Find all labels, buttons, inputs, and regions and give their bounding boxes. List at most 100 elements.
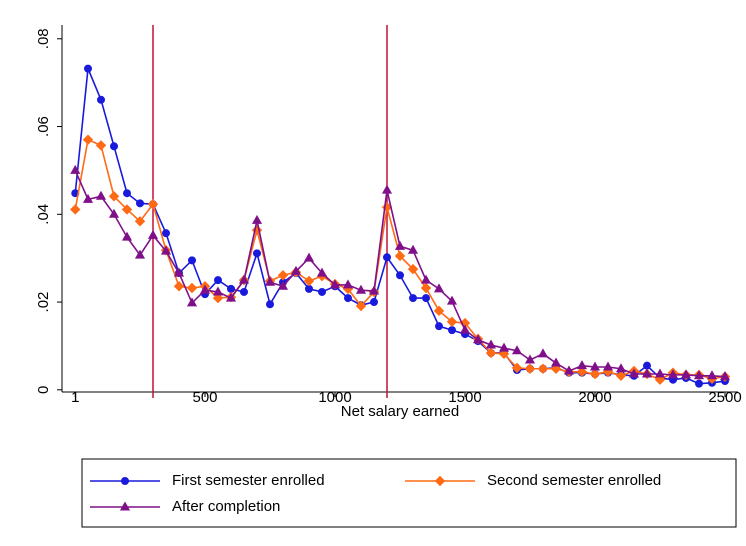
point (251, 214, 263, 224)
point (316, 267, 328, 277)
x-tick-label: 1000 (318, 389, 351, 406)
point (394, 240, 406, 250)
point (108, 191, 120, 202)
y-tick-label: .06 (35, 116, 52, 137)
y-tick-label: 0 (35, 386, 52, 394)
point (70, 164, 81, 174)
point (342, 279, 354, 289)
point (719, 371, 731, 381)
point (305, 284, 313, 293)
point (628, 368, 640, 378)
legend-label: Second semester enrolled (487, 472, 661, 489)
point (409, 294, 417, 303)
point (498, 342, 510, 352)
point (225, 292, 237, 302)
point (537, 363, 549, 374)
point (70, 204, 81, 215)
point (134, 249, 146, 259)
point (123, 189, 131, 198)
x-tick-label: 1500 (448, 389, 481, 406)
x-tick-label: 2500 (708, 389, 741, 406)
point (199, 284, 211, 294)
point (550, 357, 562, 367)
point (615, 363, 627, 373)
point (344, 294, 352, 303)
y-tick-label: .04 (35, 204, 52, 225)
legend-marker (121, 477, 129, 485)
point (576, 366, 588, 378)
legend (81, 458, 737, 528)
point (420, 274, 432, 284)
point (433, 305, 445, 317)
point (173, 267, 185, 277)
point (160, 245, 172, 255)
point (589, 361, 601, 371)
point (643, 361, 651, 370)
legend-label: After completion (172, 498, 280, 515)
point (394, 250, 406, 262)
point (680, 369, 692, 379)
point (368, 285, 380, 295)
point (435, 322, 443, 331)
point (420, 282, 432, 294)
y-tick-label: .08 (35, 28, 52, 49)
point (318, 287, 326, 296)
point (214, 276, 222, 285)
point (459, 324, 471, 334)
point (706, 370, 718, 380)
point (524, 354, 536, 364)
point (667, 369, 679, 379)
point (136, 199, 144, 208)
point (303, 275, 315, 287)
point (240, 287, 248, 296)
legend-marker (434, 475, 446, 487)
point (446, 316, 458, 328)
point (576, 360, 588, 370)
point (563, 365, 575, 375)
point (238, 274, 250, 284)
point (95, 140, 107, 151)
point (173, 281, 185, 292)
point (433, 283, 445, 293)
point (329, 279, 341, 289)
point (121, 204, 133, 215)
point (446, 295, 458, 305)
point (396, 271, 404, 280)
point (212, 292, 224, 304)
x-tick-label: 500 (192, 389, 217, 406)
point (95, 190, 107, 200)
point (108, 208, 120, 218)
point (121, 231, 133, 241)
point (227, 284, 235, 293)
point (147, 229, 159, 239)
point (186, 282, 198, 294)
point (407, 263, 419, 275)
point (693, 370, 705, 380)
point (615, 370, 627, 381)
point (355, 284, 367, 294)
point (485, 339, 497, 349)
point (186, 297, 198, 307)
point (602, 361, 614, 371)
point (82, 193, 94, 203)
point (422, 294, 430, 303)
point (303, 252, 315, 262)
point (134, 216, 146, 227)
point (82, 134, 94, 145)
point (212, 286, 224, 296)
point (188, 256, 196, 265)
point (97, 95, 105, 104)
legend-label: First semester enrolled (172, 472, 325, 489)
point (485, 347, 497, 359)
point (277, 270, 289, 281)
y-tick-label: .02 (35, 292, 52, 313)
point (472, 334, 484, 344)
point (110, 142, 118, 151)
point (383, 253, 391, 262)
point (277, 280, 289, 290)
legend-marker (119, 501, 131, 511)
point (370, 298, 378, 307)
point (448, 326, 456, 335)
x-tick-label: 2000 (578, 389, 611, 406)
